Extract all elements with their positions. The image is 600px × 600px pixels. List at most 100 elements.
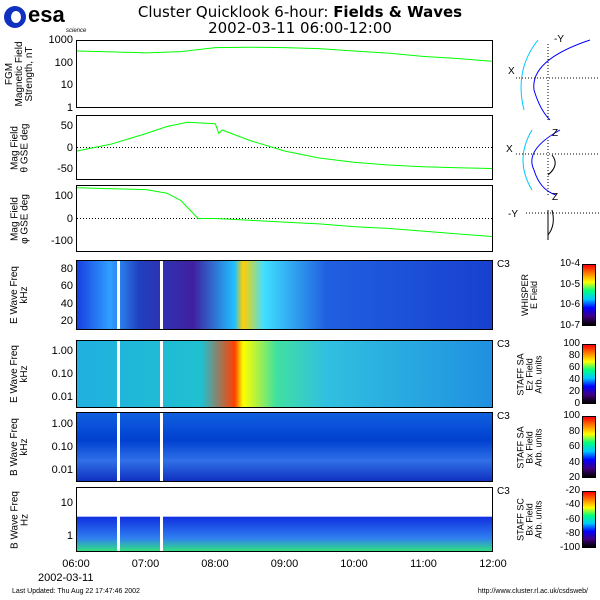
y-axis-label: Mag Field θ GSE deg bbox=[9, 123, 30, 172]
logo-subtext: science bbox=[66, 28, 87, 34]
data-gap-line bbox=[116, 261, 120, 329]
y-tick-label: 0.10 bbox=[51, 441, 73, 453]
line-plot bbox=[77, 187, 492, 238]
colorbar-tick: 10-5 bbox=[559, 278, 580, 290]
page-subtitle: 2002-03-11 06:00-12:00 bbox=[208, 19, 392, 37]
x-tick-label: 12:00 bbox=[479, 558, 507, 570]
y-tick-label: 80 bbox=[60, 262, 73, 275]
colorbar-label: WHISPER E Field bbox=[520, 274, 539, 317]
orbit-x2-label: X bbox=[506, 144, 513, 155]
data-gap-line bbox=[160, 488, 164, 551]
colorbar-tick: 0 bbox=[574, 398, 580, 409]
page-title: Cluster Quicklook 6-hour: Fields & Waves bbox=[138, 4, 462, 20]
orbit-xy bbox=[516, 39, 600, 121]
colorbar-tick: 10-4 bbox=[559, 258, 580, 269]
esa-logo: esa science bbox=[4, 2, 94, 34]
colorbar bbox=[582, 344, 596, 404]
y-tick-label: -50 bbox=[57, 163, 73, 176]
x-tick-label: 07:00 bbox=[131, 558, 160, 570]
y-tick-label: 0 bbox=[66, 141, 73, 154]
x-tick-label: 08:00 bbox=[201, 558, 229, 570]
series-line bbox=[77, 121, 492, 169]
colorbar-tick: 40 bbox=[568, 456, 580, 468]
x-tick-label: 09:00 bbox=[270, 558, 299, 570]
orbit-xz bbox=[516, 129, 600, 240]
line-plot bbox=[77, 46, 492, 62]
y-axis-label: E Wave Freq kHz bbox=[9, 345, 30, 403]
spacecraft-label: C3 bbox=[497, 411, 510, 422]
y-tick-label: 10 bbox=[60, 79, 73, 92]
colorbar-tick: -80 bbox=[565, 527, 580, 539]
panel-6 bbox=[76, 412, 493, 482]
colorbar-tick: 80 bbox=[568, 350, 580, 361]
colorbar-label: STAFF SC Bx Field Arb. units bbox=[515, 498, 544, 541]
y-tick-label: 50 bbox=[60, 119, 73, 132]
orbit-diagrams: X -Y X Z -Y Z bbox=[506, 34, 600, 240]
y-axis-label: Mag Field φ GSE deg bbox=[9, 193, 30, 244]
data-gap-line bbox=[116, 413, 120, 481]
y-tick-label: 1000 bbox=[48, 34, 73, 46]
x-tick-label: 06:00 bbox=[62, 558, 90, 570]
y-tick-label: 1 bbox=[66, 529, 73, 542]
colorbar-tick: 20 bbox=[568, 386, 580, 397]
panel-4 bbox=[76, 260, 493, 330]
colorbar-tick: 60 bbox=[568, 441, 580, 452]
colorbar-tick: 60 bbox=[568, 362, 580, 373]
colorbar-tick: -20 bbox=[565, 485, 580, 496]
x-tick-label: 11:00 bbox=[410, 558, 437, 570]
spacecraft-label: C3 bbox=[497, 259, 510, 270]
y-tick-label: 1.00 bbox=[51, 345, 73, 358]
y-tick-label: 100 bbox=[54, 56, 73, 69]
panel-3 bbox=[76, 185, 493, 252]
colorbar-tick: -60 bbox=[565, 513, 580, 525]
panel-2 bbox=[76, 115, 493, 180]
y-tick-label: 40 bbox=[60, 297, 73, 310]
y-axis-label: FGM Magnetic Field Strength, nT bbox=[4, 41, 35, 107]
colorbar-tick: 100 bbox=[563, 338, 580, 349]
orbit-z3-label: Z bbox=[552, 192, 558, 203]
colorbar-tick: -40 bbox=[565, 499, 580, 511]
y-axis-label: E Wave Freq kHz bbox=[9, 266, 30, 324]
orbit-z2-label: Z bbox=[552, 128, 558, 139]
x-tick-label: 10:00 bbox=[340, 558, 368, 570]
y-tick-label: 0.01 bbox=[51, 390, 73, 403]
colorbar-tick: -100 bbox=[559, 542, 580, 553]
colorbar bbox=[582, 264, 596, 326]
series-line bbox=[77, 187, 492, 238]
y-tick-label: 1 bbox=[66, 102, 73, 114]
colorbar bbox=[582, 416, 596, 478]
colorbar-label: STAFF SA Ez Field Arb. units bbox=[515, 352, 544, 396]
data-gap-line bbox=[160, 261, 164, 329]
line-plot bbox=[77, 121, 492, 169]
y-tick-label: -100 bbox=[50, 234, 73, 247]
y-tick-label: 0.10 bbox=[51, 368, 73, 380]
y-tick-label: 0.01 bbox=[51, 464, 73, 477]
y-tick-label: 1.00 bbox=[51, 417, 73, 430]
esa-logo-icon-inner bbox=[11, 11, 21, 23]
colorbar-tick: 80 bbox=[568, 425, 580, 437]
data-gap-line bbox=[116, 488, 120, 551]
spacecraft-label: C3 bbox=[497, 486, 510, 497]
data-gap-line bbox=[160, 413, 164, 481]
series-line bbox=[77, 46, 492, 62]
colorbar bbox=[582, 491, 596, 548]
colorbar-tick: 20 bbox=[568, 472, 580, 483]
y-tick-label: 10 bbox=[60, 497, 73, 510]
orbit-y-label: -Y bbox=[554, 34, 564, 45]
spacecraft-label: C3 bbox=[497, 339, 510, 350]
title-bold: Fields & Waves bbox=[333, 3, 463, 21]
colorbar-tick: 40 bbox=[568, 374, 580, 385]
x-axis-date: 2002-03-11 bbox=[38, 572, 94, 584]
panel-5 bbox=[76, 340, 493, 408]
data-gap-line bbox=[116, 341, 120, 407]
source-url[interactable]: http://www.cluster.rl.ac.uk/csdsweb/ bbox=[477, 588, 588, 595]
last-updated: Last Updated: Thu Aug 22 17:47:46 2002 bbox=[12, 588, 140, 595]
panel-1 bbox=[76, 40, 493, 108]
orbit-x-label: X bbox=[508, 66, 515, 77]
title-text: Cluster Quicklook 6-hour: bbox=[137, 3, 334, 21]
colorbar-tick: 10-6 bbox=[559, 299, 580, 311]
y-tick-label: 60 bbox=[60, 280, 73, 293]
y-tick-label: 20 bbox=[60, 315, 73, 328]
y-axis-label: B Wave Freq Hz bbox=[9, 490, 30, 549]
